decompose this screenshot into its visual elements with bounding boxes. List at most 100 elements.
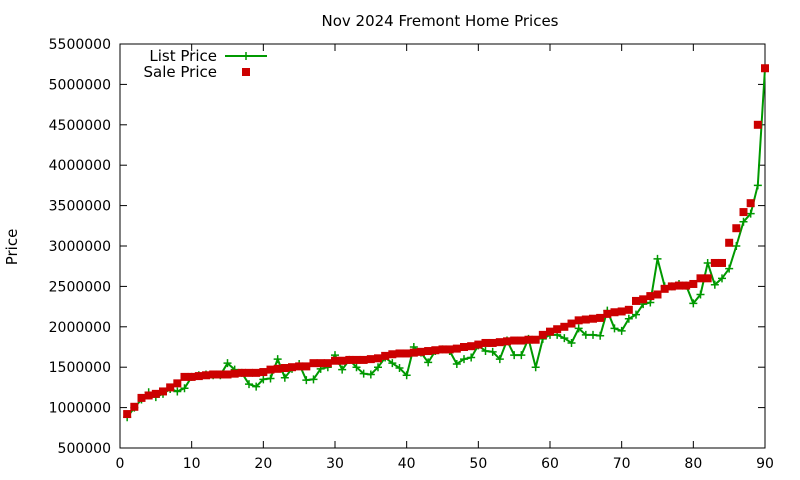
sale-price-point bbox=[166, 383, 175, 392]
list-price-point bbox=[596, 331, 605, 340]
sale-price-point bbox=[173, 379, 182, 388]
list-price-point bbox=[245, 380, 253, 389]
list-price-point bbox=[266, 374, 275, 383]
sale-price-point bbox=[660, 284, 669, 293]
sale-price-point bbox=[137, 393, 146, 402]
sale-price-point bbox=[180, 372, 189, 381]
list-price-point bbox=[273, 355, 282, 364]
sale-price-point bbox=[725, 238, 734, 247]
sale-price-point bbox=[302, 362, 311, 371]
sale-price-point bbox=[309, 359, 318, 368]
sale-price-point bbox=[710, 258, 719, 267]
sale-price-point bbox=[223, 370, 232, 379]
sale-price-point bbox=[574, 316, 583, 325]
list-price-point bbox=[481, 347, 490, 356]
list-price-point bbox=[632, 310, 640, 319]
sale-price-point bbox=[381, 351, 390, 360]
sale-price-point bbox=[510, 336, 519, 345]
list-price-point bbox=[338, 365, 347, 374]
sale-price-point bbox=[610, 308, 619, 317]
sale-price-point bbox=[216, 370, 225, 379]
sale-price-point bbox=[495, 338, 504, 347]
sale-price-point bbox=[567, 319, 576, 328]
sale-price-point bbox=[718, 258, 726, 267]
sale-price-point bbox=[503, 337, 511, 346]
sale-price-point bbox=[395, 349, 404, 358]
legend: List Price Sale Price bbox=[144, 47, 267, 81]
list-price-point bbox=[753, 181, 762, 190]
y-axis: 500000 1000000 1500000 2000000 2500000 300000… bbox=[49, 37, 765, 457]
x-tick-label: 90 bbox=[756, 456, 774, 472]
sale-price-point bbox=[266, 365, 275, 374]
sale-price-point bbox=[130, 402, 139, 411]
sale-price-point bbox=[402, 349, 411, 358]
sale-price-point bbox=[603, 309, 612, 318]
sale-price-point bbox=[237, 368, 246, 377]
sale-price-point bbox=[374, 354, 382, 363]
y-tick-label: 4000000 bbox=[49, 158, 111, 174]
sale-price-point bbox=[245, 368, 253, 377]
legend-marker-list-price bbox=[242, 52, 250, 60]
sale-price-point bbox=[187, 372, 196, 381]
sale-price-point bbox=[646, 292, 655, 301]
sale-price-point bbox=[517, 336, 526, 345]
sale-price-point bbox=[682, 281, 691, 290]
sale-price-point bbox=[338, 356, 347, 365]
plot-frame bbox=[119, 43, 766, 449]
x-tick-label: 70 bbox=[613, 456, 631, 472]
sale-price-point bbox=[703, 274, 712, 283]
sale-price-point bbox=[366, 355, 375, 364]
list-price-point bbox=[725, 264, 734, 273]
list-price-point bbox=[589, 330, 597, 339]
list-price-point bbox=[359, 369, 368, 378]
sale-price-point bbox=[639, 295, 648, 304]
list-price-point bbox=[366, 370, 375, 379]
x-tick-label: 10 bbox=[183, 456, 201, 472]
x-tick-label: 20 bbox=[254, 456, 272, 472]
y-tick-label: 3000000 bbox=[49, 239, 111, 255]
sale-price-point bbox=[323, 359, 332, 368]
list-price-point bbox=[252, 382, 261, 391]
y-tick-label: 500000 bbox=[58, 441, 111, 457]
list-price-point bbox=[718, 274, 726, 283]
list-price-series bbox=[123, 64, 769, 422]
sale-price-point bbox=[739, 208, 748, 217]
list-price-point bbox=[689, 299, 698, 308]
list-price-point bbox=[402, 371, 411, 380]
y-tick-label: 3500000 bbox=[49, 199, 111, 215]
sale-price-point bbox=[460, 343, 468, 351]
list-price-point bbox=[610, 324, 619, 333]
list-price-point bbox=[223, 359, 232, 368]
sale-price-series bbox=[123, 64, 769, 419]
list-price-point bbox=[488, 347, 497, 356]
legend-label-sale-price: Sale Price bbox=[144, 63, 217, 81]
sale-price-point bbox=[280, 364, 289, 373]
sale-price-point bbox=[689, 279, 698, 288]
legend-label-list-price: List Price bbox=[149, 47, 217, 65]
y-tick-label: 2500000 bbox=[49, 279, 111, 295]
y-axis-label: Price bbox=[3, 229, 21, 266]
sale-price-point bbox=[352, 355, 361, 364]
list-price-point bbox=[280, 373, 289, 382]
list-price-point bbox=[467, 353, 476, 362]
list-price-point bbox=[696, 290, 705, 299]
list-price-point bbox=[624, 314, 633, 323]
x-tick-label: 50 bbox=[469, 456, 487, 472]
sale-price-point bbox=[467, 342, 476, 351]
sale-price-point bbox=[553, 325, 562, 334]
sale-price-point bbox=[696, 274, 705, 283]
sale-price-point bbox=[761, 64, 769, 73]
x-tick-label: 0 bbox=[116, 456, 125, 472]
sale-price-point bbox=[596, 313, 605, 322]
sale-price-point bbox=[538, 330, 547, 339]
list-price-point bbox=[710, 280, 719, 289]
list-price-point bbox=[560, 334, 569, 343]
y-tick-label: 1000000 bbox=[49, 401, 111, 417]
sale-price-point bbox=[732, 224, 741, 233]
sale-price-point bbox=[431, 346, 440, 355]
y-tick-label: 4500000 bbox=[49, 118, 111, 134]
list-price-point bbox=[510, 351, 519, 360]
y-tick-label: 5500000 bbox=[49, 37, 111, 53]
list-price-point bbox=[531, 363, 540, 372]
